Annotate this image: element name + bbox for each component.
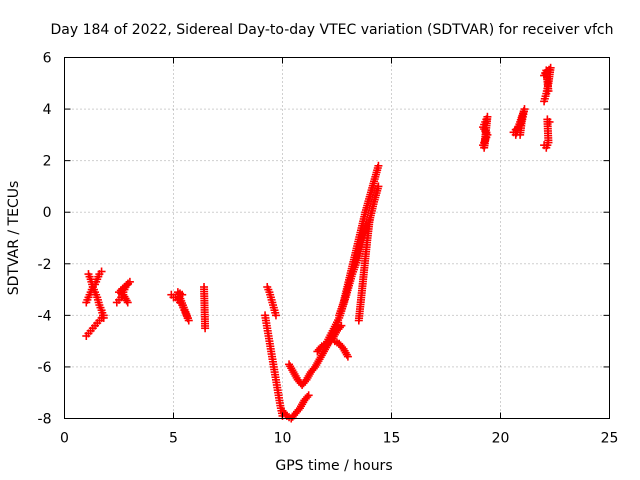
x-tick-label: 15 [383, 431, 401, 447]
plot-frame [64, 57, 610, 419]
y-tick-label: -6 [38, 360, 52, 376]
y-tick-label: 6 [43, 51, 52, 67]
y-tick-label: 2 [43, 154, 52, 170]
data-point [99, 313, 108, 322]
data-point [271, 311, 280, 320]
x-tick-label: 0 [60, 431, 69, 447]
data-point [97, 267, 106, 276]
x-tick-label: 5 [169, 431, 178, 447]
data-point [544, 87, 553, 96]
data-point [482, 128, 491, 137]
data-point [374, 161, 383, 170]
y-tick-label: -4 [38, 308, 52, 324]
data-point [518, 112, 527, 121]
data-point [365, 215, 374, 224]
data-point [545, 117, 554, 126]
data-point [201, 324, 210, 333]
x-tick-label: 10 [274, 431, 292, 447]
data-point [123, 298, 132, 307]
chart-title: Day 184 of 2022, Sidereal Day-to-day VTE… [50, 22, 613, 38]
axes: 0 5 10 15 20 25 -8 -6 -4 -2 0 2 4 6 [38, 51, 619, 447]
y-axis-label: SDTVAR / TECUs [6, 181, 22, 296]
x-tick-label: 25 [601, 431, 619, 447]
y-tick-label: 0 [43, 205, 52, 221]
y-tick-label: 4 [43, 102, 52, 118]
data-points [82, 63, 555, 423]
data-point [304, 391, 313, 400]
x-tick-label: 20 [492, 431, 510, 447]
grid [64, 57, 610, 419]
data-point [337, 321, 346, 330]
y-tick-label: -8 [38, 412, 52, 428]
data-point [303, 393, 312, 402]
data-point [178, 290, 187, 299]
y-tick-label: -2 [38, 257, 52, 273]
data-point [343, 352, 352, 361]
x-axis-label: GPS time / hours [275, 458, 392, 474]
data-point [374, 182, 383, 191]
